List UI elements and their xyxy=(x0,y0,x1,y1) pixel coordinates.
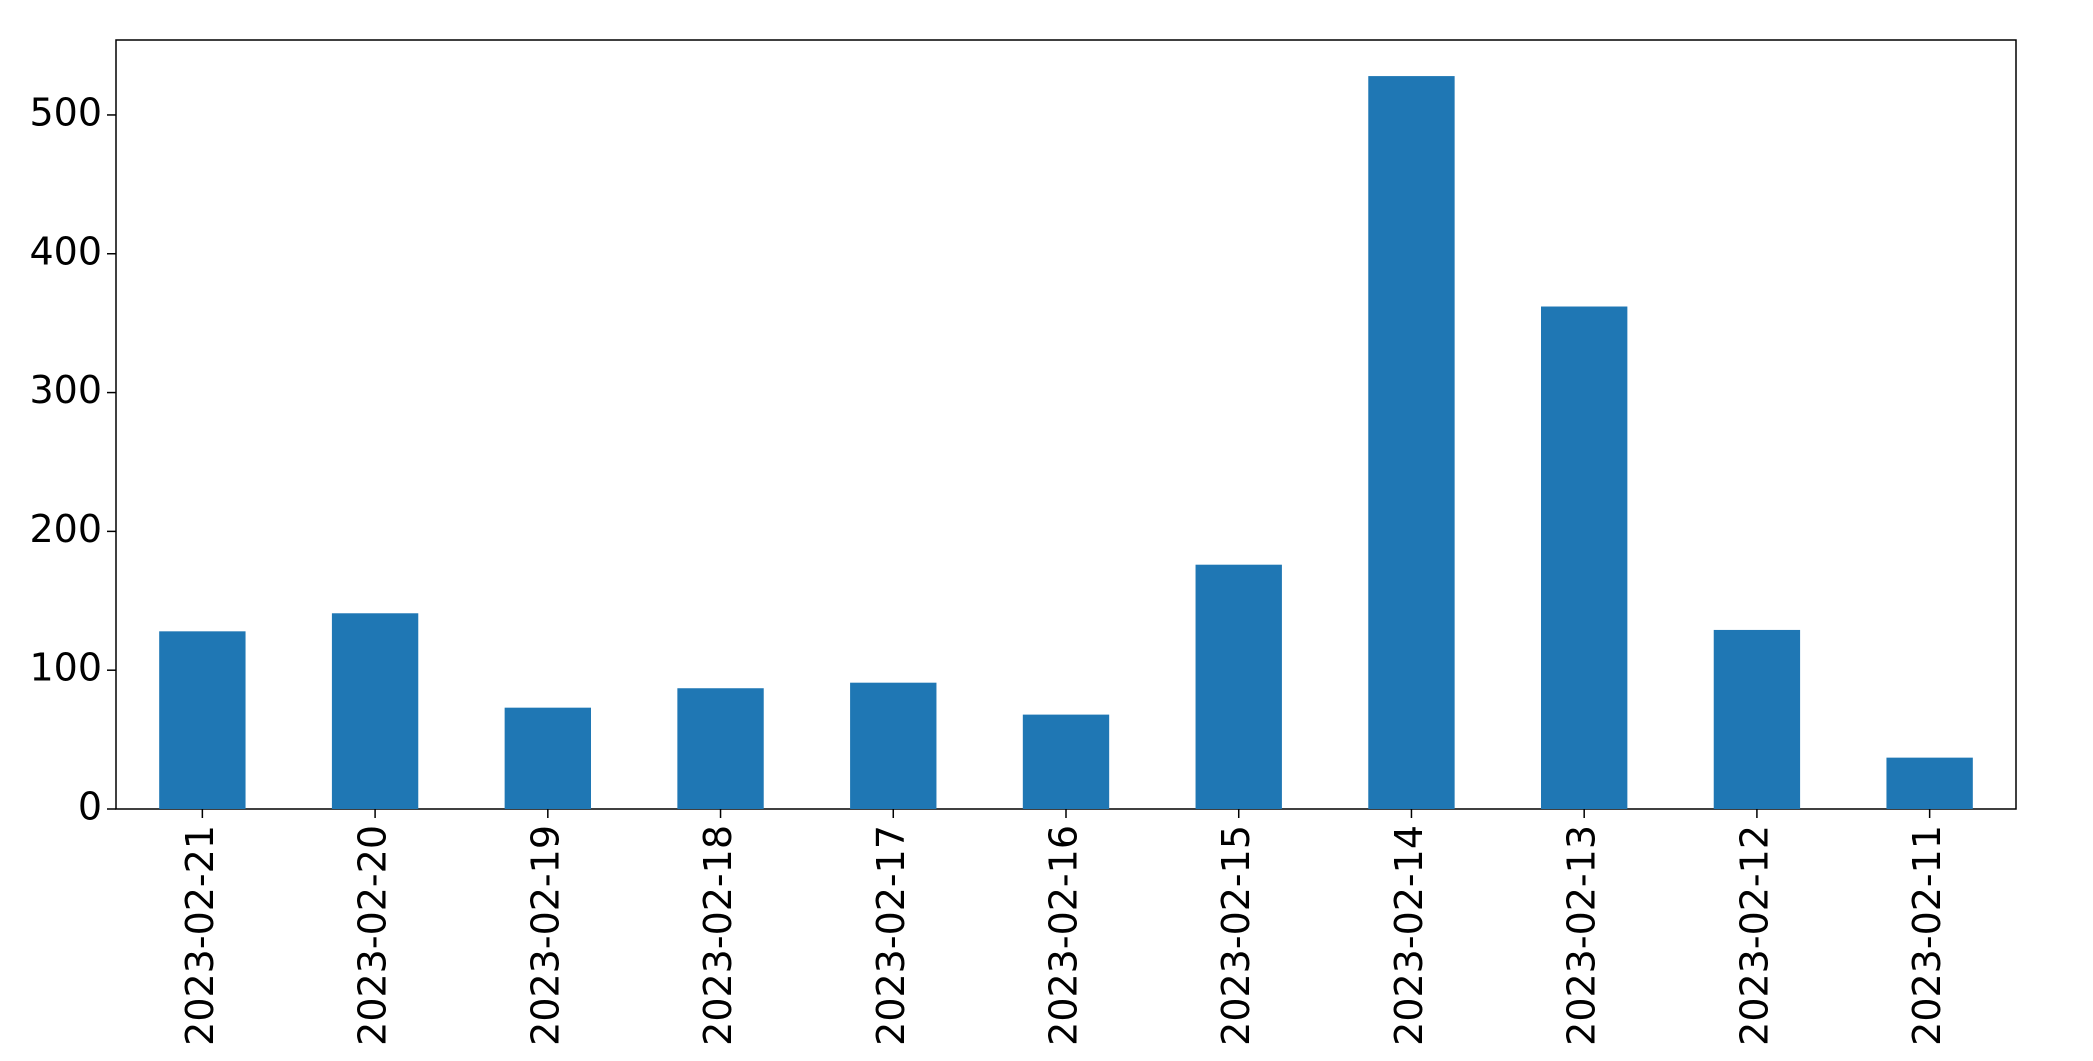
x-tick-label: 2023-02-11 xyxy=(1905,825,1949,1046)
x-tick-label: 2023-02-15 xyxy=(1214,825,1258,1046)
y-tick-label: 500 xyxy=(29,90,102,134)
bar xyxy=(1886,757,1973,809)
x-tick-label: 2023-02-19 xyxy=(523,825,567,1046)
y-tick-label: 300 xyxy=(29,368,102,412)
bar xyxy=(1713,629,1801,809)
bar xyxy=(850,682,937,809)
x-tick-label: 2023-02-18 xyxy=(696,825,740,1046)
bar xyxy=(1022,714,1110,809)
y-tick-label: 0 xyxy=(78,785,102,829)
x-tick-label: 2023-02-17 xyxy=(869,825,913,1046)
bar xyxy=(677,688,764,809)
bar xyxy=(1368,76,1455,809)
x-tick-label: 2023-02-13 xyxy=(1560,825,1604,1046)
x-tick-label: 2023-02-12 xyxy=(1732,825,1776,1046)
y-tick-label: 200 xyxy=(29,507,102,551)
x-tick-label: 2023-02-21 xyxy=(178,825,222,1046)
y-tick-label: 400 xyxy=(29,229,102,273)
bar xyxy=(504,707,591,809)
x-tick-label: 2023-02-16 xyxy=(1042,825,1086,1046)
bar xyxy=(1195,564,1282,809)
x-tick-label: 2023-02-14 xyxy=(1387,825,1431,1046)
bar xyxy=(1541,306,1628,809)
bar xyxy=(159,631,246,809)
bar xyxy=(331,613,419,809)
y-tick-label: 100 xyxy=(29,646,102,690)
x-tick-label: 2023-02-20 xyxy=(351,825,395,1046)
